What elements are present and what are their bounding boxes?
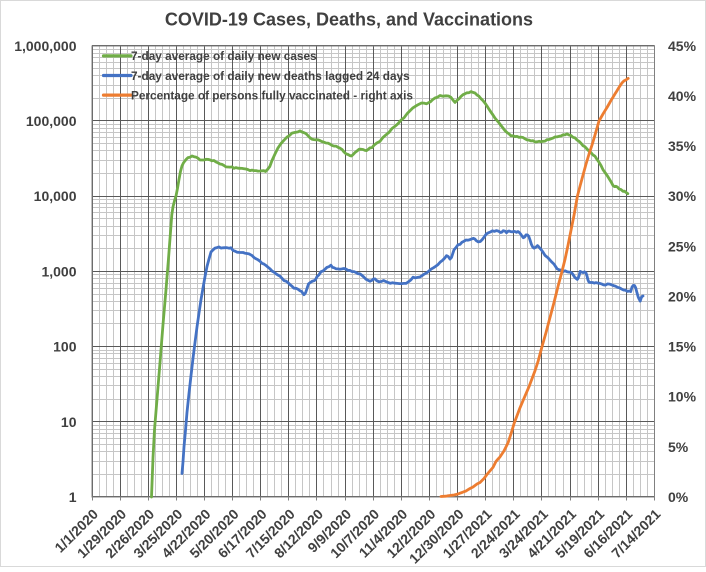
svg-text:Percentage of persons fully va: Percentage of persons fully vaccinated -…	[131, 88, 413, 102]
svg-text:25%: 25%	[668, 238, 697, 254]
svg-text:10,000: 10,000	[34, 188, 77, 204]
svg-text:0%: 0%	[668, 489, 689, 505]
svg-text:10: 10	[61, 414, 77, 430]
svg-text:10%: 10%	[668, 389, 697, 405]
svg-text:100,000: 100,000	[26, 113, 77, 129]
svg-text:5%: 5%	[668, 439, 689, 455]
svg-text:1,000,000: 1,000,000	[14, 38, 76, 54]
svg-text:15%: 15%	[668, 339, 697, 355]
svg-text:45%: 45%	[668, 38, 697, 54]
svg-text:7-day average of daily new cas: 7-day average of daily new cases	[131, 49, 317, 63]
svg-text:1: 1	[69, 489, 77, 505]
svg-text:35%: 35%	[668, 138, 697, 154]
svg-text:20%: 20%	[668, 289, 697, 305]
svg-text:40%: 40%	[668, 88, 697, 104]
svg-text:COVID-19 Cases, Deaths, and Va: COVID-19 Cases, Deaths, and Vaccinations	[165, 10, 533, 30]
svg-text:30%: 30%	[668, 188, 697, 204]
svg-text:1,000: 1,000	[41, 263, 76, 279]
svg-text:7-day average of daily new dea: 7-day average of daily new deaths lagged…	[131, 69, 410, 83]
svg-text:100: 100	[53, 339, 77, 355]
